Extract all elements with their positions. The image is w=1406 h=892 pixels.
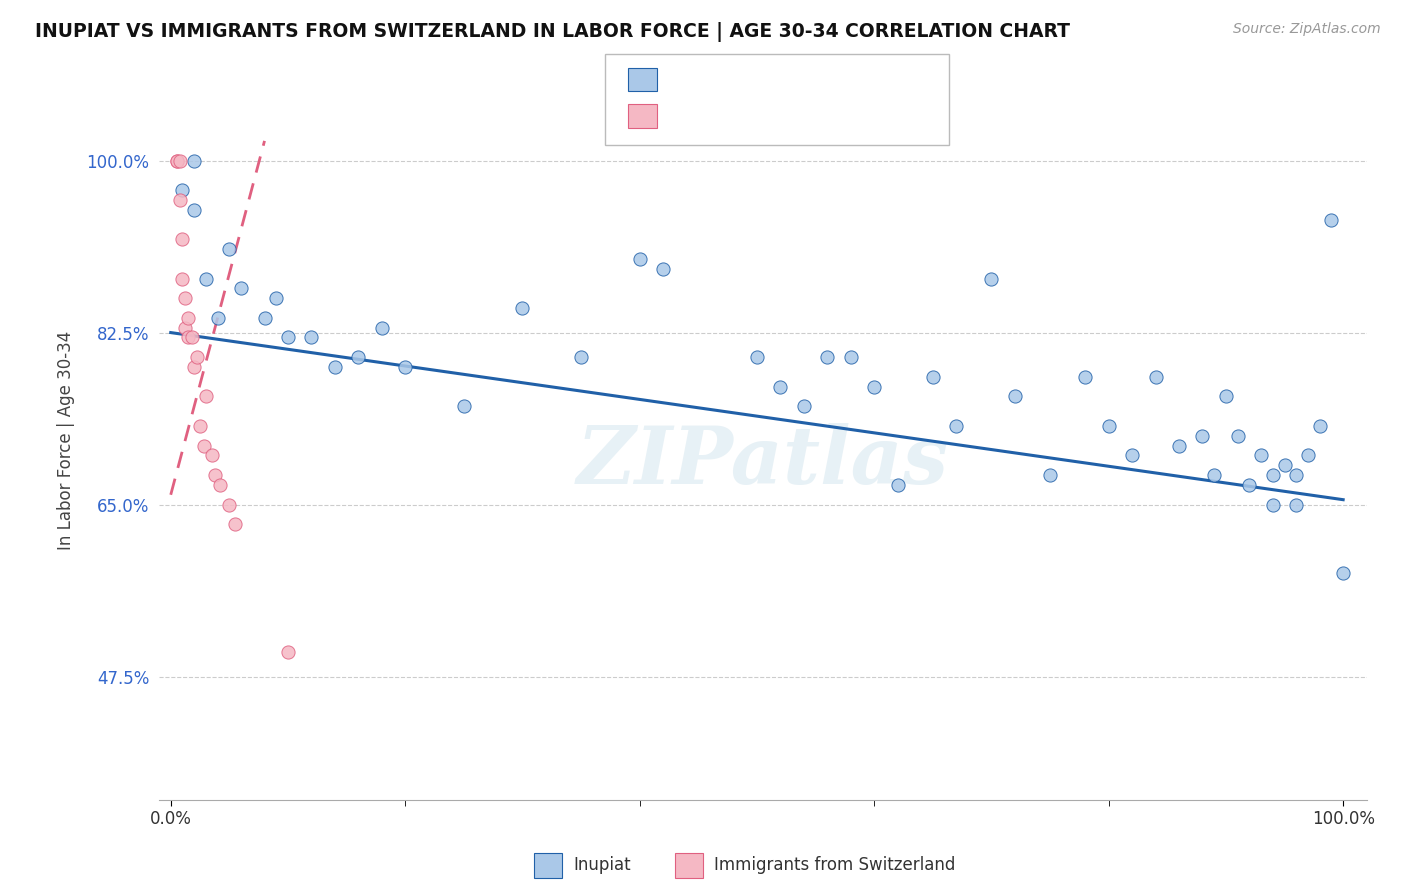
Point xyxy=(1204,468,1226,483)
Text: Immigrants from Switzerland: Immigrants from Switzerland xyxy=(714,856,956,874)
Point xyxy=(201,449,224,463)
Point xyxy=(1285,498,1308,512)
Point xyxy=(177,310,200,325)
Point xyxy=(1215,389,1237,403)
Point xyxy=(980,271,1002,285)
Point xyxy=(208,478,231,492)
Point xyxy=(253,310,276,325)
Point xyxy=(1168,439,1191,453)
Point xyxy=(863,379,886,393)
Point xyxy=(745,350,768,364)
Point xyxy=(169,193,191,207)
Point xyxy=(453,399,475,413)
Point xyxy=(815,350,838,364)
Point xyxy=(218,242,240,256)
Point xyxy=(1274,458,1296,473)
Point xyxy=(1098,419,1121,434)
Point xyxy=(172,183,194,197)
Point xyxy=(193,439,215,453)
Point xyxy=(1320,212,1343,227)
Point xyxy=(183,153,205,168)
Point xyxy=(183,359,205,374)
Point xyxy=(177,330,200,344)
Point xyxy=(166,153,188,168)
Text: -0.274: -0.274 xyxy=(730,70,794,88)
Point xyxy=(173,291,195,305)
Point xyxy=(299,330,322,344)
Text: INUPIAT VS IMMIGRANTS FROM SWITZERLAND IN LABOR FORCE | AGE 30-34 CORRELATION CH: INUPIAT VS IMMIGRANTS FROM SWITZERLAND I… xyxy=(35,22,1070,42)
Point xyxy=(1191,429,1213,443)
Text: ZIPatlas: ZIPatlas xyxy=(576,424,949,501)
Point xyxy=(204,468,226,483)
Point xyxy=(186,350,208,364)
Point xyxy=(323,359,346,374)
Point xyxy=(1144,369,1167,384)
Text: N =: N = xyxy=(823,70,862,88)
Point xyxy=(569,350,592,364)
Point xyxy=(1261,498,1284,512)
Point xyxy=(371,320,394,334)
Point xyxy=(207,310,229,325)
Point xyxy=(169,153,191,168)
Text: 0.281: 0.281 xyxy=(730,107,793,125)
Point xyxy=(180,330,202,344)
Text: Source: ZipAtlas.com: Source: ZipAtlas.com xyxy=(1233,22,1381,37)
Point xyxy=(229,281,252,295)
Point xyxy=(1004,389,1026,403)
Point xyxy=(512,301,534,315)
Point xyxy=(1226,429,1249,443)
Text: Inupiat: Inupiat xyxy=(574,856,631,874)
Point xyxy=(1331,566,1354,581)
Text: 22: 22 xyxy=(882,107,907,125)
Point xyxy=(194,271,217,285)
Point xyxy=(194,389,217,403)
Point xyxy=(793,399,815,413)
Point xyxy=(628,252,651,266)
Point xyxy=(1285,468,1308,483)
Text: N =: N = xyxy=(823,107,862,125)
Point xyxy=(173,320,195,334)
Point xyxy=(264,291,287,305)
Point xyxy=(172,271,194,285)
Point xyxy=(839,350,862,364)
Point xyxy=(1039,468,1062,483)
Point xyxy=(347,350,370,364)
Point xyxy=(277,330,299,344)
Y-axis label: In Labor Force | Age 30-34: In Labor Force | Age 30-34 xyxy=(58,331,75,550)
Point xyxy=(945,419,967,434)
Point xyxy=(172,232,194,246)
Point xyxy=(183,202,205,217)
Point xyxy=(769,379,792,393)
Point xyxy=(277,645,299,659)
Point xyxy=(188,419,211,434)
Point xyxy=(652,261,675,276)
Point xyxy=(166,153,188,168)
Text: R =: R = xyxy=(671,70,710,88)
Point xyxy=(1309,419,1331,434)
Point xyxy=(886,478,908,492)
Text: R =: R = xyxy=(671,107,710,125)
Text: 52: 52 xyxy=(882,70,907,88)
Point xyxy=(1074,369,1097,384)
Point xyxy=(1250,449,1272,463)
Point xyxy=(218,498,240,512)
Point xyxy=(921,369,943,384)
Point xyxy=(1261,468,1284,483)
Point xyxy=(1121,449,1143,463)
Point xyxy=(1296,449,1319,463)
Point xyxy=(394,359,416,374)
Point xyxy=(224,517,246,532)
Point xyxy=(1239,478,1261,492)
